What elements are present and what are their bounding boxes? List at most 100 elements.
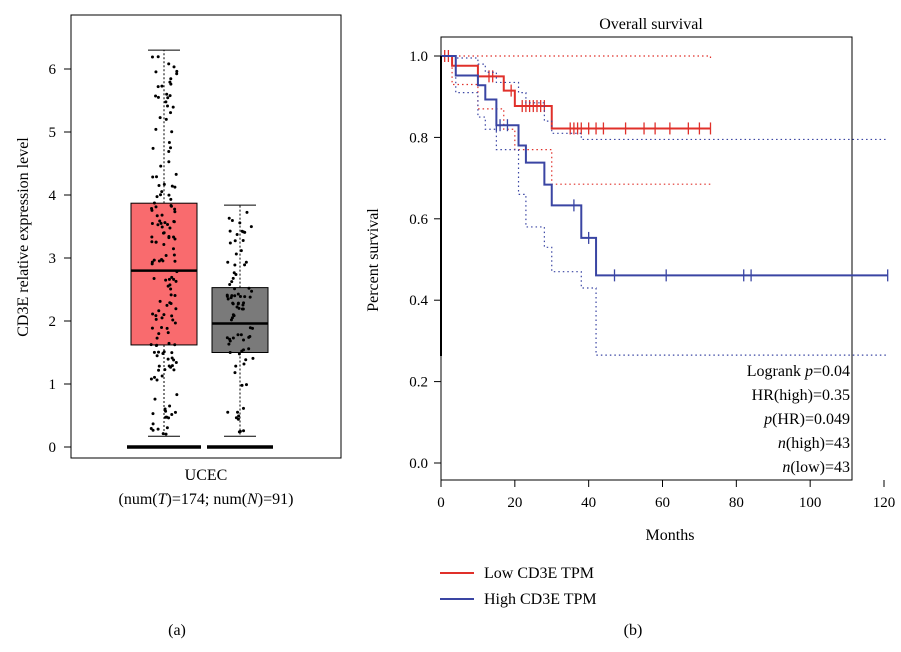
tumor-point: [151, 146, 155, 150]
tumor-point: [157, 364, 161, 368]
tumor-point: [170, 351, 174, 355]
normal-point: [230, 218, 234, 222]
normal-point: [226, 410, 230, 414]
tumor-point: [162, 350, 166, 354]
tumor-point: [157, 350, 161, 354]
normal-point: [237, 414, 241, 418]
tumor-point: [163, 221, 167, 225]
tumor-point: [167, 277, 171, 281]
y-tick-label-0.6: 0.6: [409, 212, 428, 228]
tumor-point: [155, 336, 159, 340]
normal-point: [242, 362, 246, 366]
panel-b-label: (b): [624, 622, 643, 639]
tumor-point: [160, 190, 164, 194]
tumor-point: [162, 182, 166, 186]
tumor-point: [173, 410, 177, 414]
tumor-point: [172, 235, 176, 239]
normal-point: [229, 296, 233, 300]
tumor-point: [169, 197, 173, 201]
tumor-point: [165, 104, 169, 108]
tumor-point: [154, 127, 158, 131]
y-tick-label-4: 4: [49, 188, 57, 204]
tumor-point: [159, 164, 163, 168]
survival-statistics: Logrank p=0.04 HR(high)=0.35 p(HR)=0.049 n(…: [747, 363, 850, 476]
normal-point: [238, 429, 242, 433]
tumor-point: [161, 231, 165, 235]
normal-point: [228, 337, 232, 341]
tumor-point: [162, 313, 166, 317]
tumor-point: [174, 279, 178, 283]
tumor-box: [130, 202, 198, 346]
box-plot-y-label: CD3E relative expression level: [15, 137, 32, 337]
survival-legend: Low CD3E TPM High CD3E TPM: [440, 565, 597, 608]
normal-point: [233, 294, 237, 298]
tumor-point: [175, 72, 179, 76]
normal-point: [235, 232, 239, 236]
tumor-point: [164, 278, 168, 282]
tumor-point: [170, 275, 174, 279]
normal-point: [240, 383, 244, 387]
tumor-point: [160, 374, 164, 378]
normal-point: [245, 210, 249, 214]
box-plot-panel: 0 1 2 3 4 5 6 CD3E relative expression level U…: [15, 14, 342, 639]
tumor-point: [158, 116, 162, 120]
normal-point: [236, 333, 240, 337]
normal-point: [227, 342, 231, 346]
survival-x-label: Months: [646, 527, 695, 544]
tumor-point: [169, 287, 173, 291]
tumor-point: [166, 357, 170, 361]
tumor-point: [153, 375, 157, 379]
tumor-point: [158, 299, 162, 303]
tumor-point: [155, 378, 159, 382]
tumor-point: [168, 94, 172, 98]
normal-point: [244, 358, 248, 362]
tumor-point: [170, 413, 174, 417]
normal-point: [243, 263, 247, 267]
normal-point: [247, 286, 251, 290]
normal-point: [225, 293, 229, 297]
tumor-point: [172, 368, 176, 372]
normal-point: [239, 249, 243, 253]
normal-point: [226, 260, 230, 264]
tumor-point: [152, 258, 156, 262]
tumor-point: [154, 70, 158, 74]
normal-point: [228, 350, 232, 354]
tumor-point: [156, 223, 160, 227]
tumor-point: [150, 326, 154, 330]
y-tick-label-2: 2: [49, 314, 57, 330]
normal-point: [228, 229, 232, 233]
tumor-point: [162, 243, 166, 247]
y-tick-label-6: 6: [49, 62, 57, 78]
x-tick-label-40: 40: [581, 495, 596, 511]
low-legend-label: Low CD3E TPM: [484, 565, 594, 582]
tumor-point: [175, 270, 179, 274]
tumor-point: [168, 226, 172, 230]
normal-point: [240, 349, 244, 353]
tumor-point: [167, 149, 171, 153]
tumor-point: [151, 312, 155, 316]
tumor-point: [163, 368, 167, 372]
tumor-point: [161, 259, 165, 263]
normal-point: [233, 239, 237, 243]
tumor-point: [164, 100, 168, 104]
normal-point: [231, 313, 235, 317]
normal-point: [234, 364, 238, 368]
tumor-point: [150, 55, 154, 59]
tumor-point: [156, 427, 160, 431]
tumor-point: [152, 350, 156, 354]
normal-point: [248, 295, 252, 299]
tumor-point: [153, 397, 157, 401]
tumor-point: [155, 214, 159, 218]
survival-axes: 0 20 40 60 80 100 120 0.0 0.2 0.4 0.6 0.8 1.0: [409, 49, 895, 511]
tumor-point: [154, 94, 158, 98]
tumor-point: [160, 316, 164, 320]
tumor-point: [168, 301, 172, 305]
normal-point: [233, 263, 237, 267]
tumor-point: [158, 219, 162, 223]
tumor-point: [154, 205, 158, 209]
normal-point: [236, 292, 240, 296]
y-tick-label-0.8: 0.8: [409, 130, 428, 146]
normal-point: [229, 318, 233, 322]
normal-point: [236, 302, 240, 306]
tumor-point: [172, 65, 176, 69]
